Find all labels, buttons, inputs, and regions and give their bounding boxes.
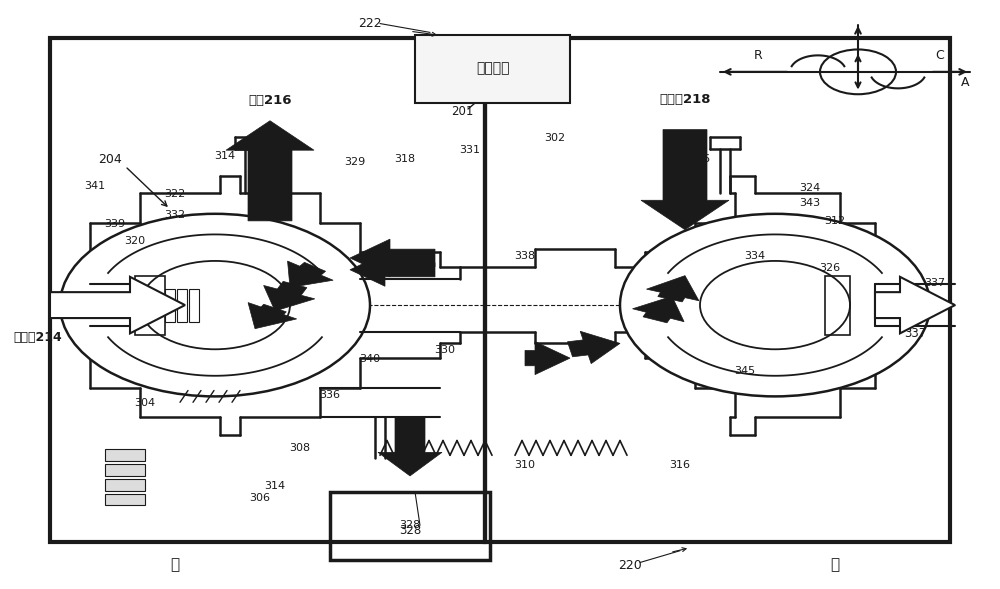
Text: 336: 336 <box>320 390 340 399</box>
Text: 后: 后 <box>830 557 840 572</box>
Polygon shape <box>50 277 185 333</box>
Bar <box>165 289 175 322</box>
Text: 328: 328 <box>399 524 421 537</box>
Bar <box>105 494 145 505</box>
Text: A: A <box>961 76 969 89</box>
Text: 329: 329 <box>344 157 366 167</box>
Text: 340: 340 <box>359 355 381 364</box>
Text: 到：216: 到：216 <box>248 94 292 107</box>
Text: 331: 331 <box>460 145 480 155</box>
Text: 320: 320 <box>124 237 146 246</box>
Text: 324: 324 <box>799 184 821 193</box>
Text: 201: 201 <box>451 105 473 118</box>
Text: 328: 328 <box>399 521 421 530</box>
Text: 334: 334 <box>744 252 766 261</box>
Text: 304: 304 <box>134 399 156 408</box>
Bar <box>135 276 165 335</box>
Text: 312: 312 <box>824 216 846 226</box>
Text: 326: 326 <box>819 263 841 273</box>
Polygon shape <box>646 276 699 302</box>
Text: 314: 314 <box>214 151 236 161</box>
Polygon shape <box>264 282 315 311</box>
Text: 308: 308 <box>289 443 311 452</box>
Polygon shape <box>226 121 314 221</box>
Polygon shape <box>633 296 684 323</box>
Polygon shape <box>875 277 955 333</box>
Text: 330: 330 <box>434 346 456 355</box>
Text: 343: 343 <box>799 198 821 208</box>
Text: 338: 338 <box>514 252 536 261</box>
Text: 316: 316 <box>690 154 710 164</box>
Polygon shape <box>378 417 442 476</box>
Text: 302: 302 <box>544 134 566 143</box>
Text: R: R <box>754 49 762 62</box>
Bar <box>50 38 485 542</box>
Polygon shape <box>641 130 729 230</box>
Bar <box>415 35 570 103</box>
Polygon shape <box>567 331 620 363</box>
Bar <box>330 492 490 560</box>
Polygon shape <box>288 261 333 287</box>
Text: 332: 332 <box>164 210 186 220</box>
Text: 前: 前 <box>170 557 180 572</box>
Text: 来自：218: 来自：218 <box>659 93 711 106</box>
Text: 339: 339 <box>104 219 126 229</box>
Text: 341: 341 <box>84 181 106 190</box>
Text: 306: 306 <box>250 493 270 502</box>
Text: 337: 337 <box>924 278 946 287</box>
Text: 337: 337 <box>904 327 926 340</box>
Text: 来自：214: 来自：214 <box>14 331 62 344</box>
Text: 222: 222 <box>358 17 382 30</box>
Circle shape <box>60 214 370 396</box>
Text: C: C <box>936 49 944 62</box>
Bar <box>105 464 145 476</box>
Text: 345: 345 <box>734 366 756 376</box>
Bar <box>177 289 187 322</box>
Text: 316: 316 <box>670 461 690 470</box>
Polygon shape <box>525 342 570 375</box>
Text: 318: 318 <box>394 154 416 164</box>
Bar <box>189 289 199 322</box>
Text: 314: 314 <box>264 481 286 491</box>
Polygon shape <box>248 303 297 329</box>
Bar <box>825 276 850 335</box>
Text: 220: 220 <box>618 559 642 572</box>
Polygon shape <box>350 239 435 277</box>
Circle shape <box>620 214 930 396</box>
Text: 204: 204 <box>98 153 122 166</box>
Bar <box>105 449 145 461</box>
Text: 控制电路: 控制电路 <box>476 61 510 75</box>
Text: 322: 322 <box>164 190 186 199</box>
Text: 310: 310 <box>514 461 536 470</box>
Bar <box>105 479 145 491</box>
Polygon shape <box>350 253 435 286</box>
Bar <box>485 38 950 542</box>
